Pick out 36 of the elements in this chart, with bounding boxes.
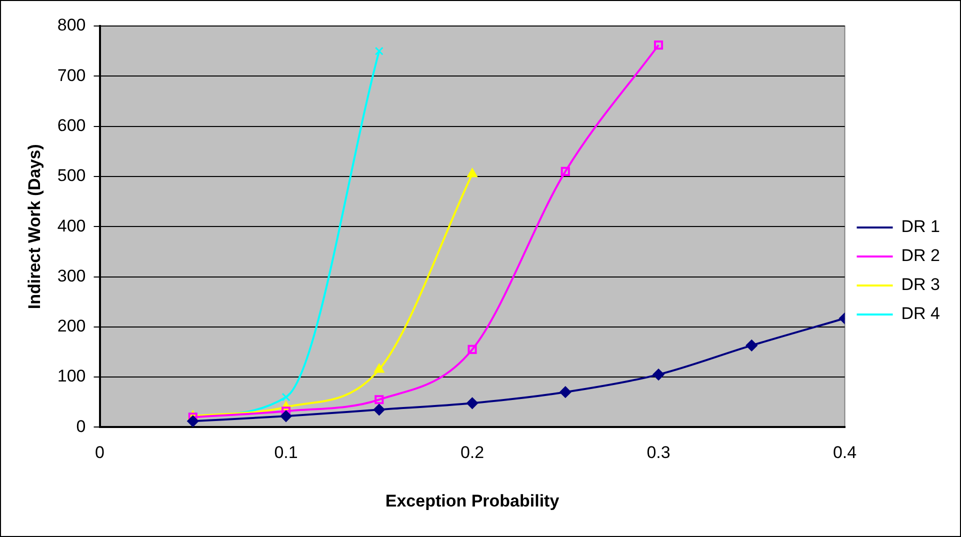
y-tick-label: 400 [57, 216, 86, 236]
y-tick-label: 700 [57, 66, 86, 85]
point [374, 364, 384, 373]
point [281, 406, 291, 416]
point [280, 410, 292, 422]
point [468, 344, 477, 354]
y-tick-label: 200 [57, 316, 86, 336]
point [652, 368, 664, 380]
legend-label: DR 2 [901, 246, 940, 266]
y-tick-label: 800 [57, 16, 86, 35]
point [560, 386, 572, 398]
point [374, 395, 384, 404]
y-tick-label: 100 [57, 366, 86, 386]
point [282, 392, 290, 402]
point [373, 404, 385, 416]
point [187, 415, 199, 427]
x-tick-label: 0.3 [646, 443, 670, 462]
x-tick-label: 0 [95, 443, 104, 462]
y-axis-title: Indirect Work (Days) [24, 144, 44, 310]
point [654, 40, 664, 50]
point [746, 340, 758, 352]
point [374, 46, 384, 56]
legend-label: DR 1 [901, 217, 940, 236]
x-tick-label: 0.1 [274, 443, 298, 462]
y-tick-label: 600 [57, 116, 86, 135]
x-axis-title: Exception Probability [385, 491, 560, 510]
y-tick-label: 300 [57, 266, 86, 286]
point [466, 397, 478, 409]
x-tick-label: 0.2 [460, 443, 484, 462]
x-tick-label: 0.4 [832, 443, 857, 462]
point [467, 168, 478, 178]
y-tick-label: 0 [76, 416, 86, 436]
y-tick-label: 500 [57, 166, 86, 186]
legend-label: DR 3 [901, 275, 940, 294]
legend-label: DR 4 [901, 304, 940, 324]
point [560, 166, 570, 176]
